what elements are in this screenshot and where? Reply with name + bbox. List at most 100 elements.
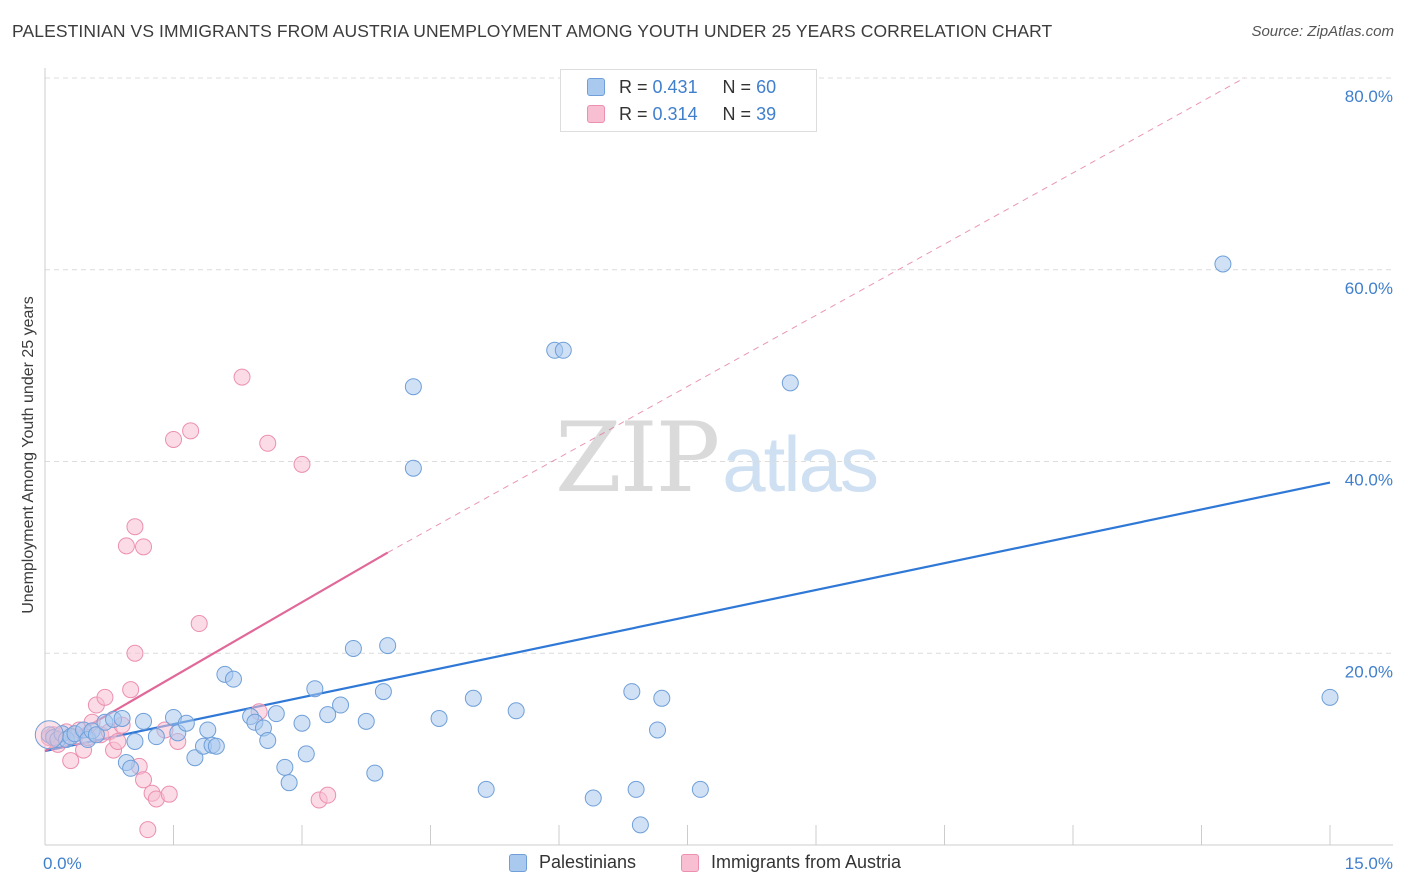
legend-r-label: R =	[619, 76, 648, 97]
legend-n-label: N =	[722, 103, 752, 124]
point-palestinians	[135, 712, 153, 730]
point-palestinians	[507, 702, 525, 720]
point-palestinians	[366, 764, 384, 782]
point-palestinians	[649, 721, 667, 739]
legend-item-austria[interactable]: Immigrants from Austria	[681, 852, 901, 873]
legend-swatch-palestinians	[587, 78, 605, 96]
point-palestinians	[126, 732, 144, 750]
point-austria	[293, 455, 311, 473]
point-austria	[139, 821, 157, 839]
point-palestinians	[627, 780, 645, 798]
point-palestinians	[357, 712, 375, 730]
point-palestinians	[147, 728, 165, 746]
legend-row-palestinians: R = 0.431 N = 60	[587, 76, 776, 98]
point-austria	[182, 422, 200, 440]
point-palestinians	[306, 680, 324, 698]
point-palestinians	[87, 726, 105, 744]
legend-label-austria: Immigrants from Austria	[711, 852, 902, 872]
point-austria	[160, 785, 178, 803]
correlation-legend: R = 0.431 N = 60 R = 0.314 N = 39	[560, 69, 817, 132]
y-tick-label: 40.0%	[1345, 471, 1393, 490]
legend-label-palestinians: Palestinians	[539, 852, 637, 872]
point-palestinians	[297, 745, 315, 763]
point-palestinians	[584, 789, 602, 807]
legend-r-value: 0.314	[652, 103, 698, 124]
point-austria	[126, 644, 144, 662]
point-austria	[319, 786, 337, 804]
legend-swatch-austria	[587, 105, 605, 123]
point-palestinians	[374, 683, 392, 701]
axes	[44, 68, 1393, 846]
point-cluster	[34, 720, 64, 750]
legend-swatch-austria	[681, 853, 699, 872]
point-austria	[233, 368, 251, 386]
point-austria	[135, 771, 153, 789]
point-palestinians	[430, 709, 448, 727]
point-palestinians	[293, 714, 311, 732]
legend-swatch-palestinians	[509, 853, 527, 872]
point-austria	[165, 430, 182, 448]
series-legend: Palestinians Immigrants from Austria	[0, 852, 1406, 876]
point-palestinians	[199, 721, 217, 739]
point-palestinians	[379, 637, 397, 655]
trend-line-austria-extension	[387, 77, 1245, 554]
point-palestinians	[404, 378, 422, 396]
point-austria	[126, 518, 144, 536]
point-palestinians	[186, 749, 204, 767]
point-austria	[62, 752, 80, 770]
point-palestinians	[122, 759, 140, 777]
legend-row-austria: R = 0.314 N = 39	[587, 103, 776, 125]
grid-lines	[45, 77, 1393, 654]
source-credit: Source: ZipAtlas.com	[1251, 23, 1394, 40]
point-austria	[96, 688, 114, 706]
data-points	[34, 255, 1339, 839]
y-tick-label: 20.0%	[1345, 662, 1393, 681]
watermark: ZIPatlas	[555, 402, 879, 514]
point-austria	[190, 615, 208, 633]
point-palestinians	[344, 639, 362, 657]
trend-lines	[44, 77, 1331, 753]
point-palestinians	[319, 706, 337, 724]
point-austria	[259, 434, 277, 452]
point-palestinians	[332, 696, 350, 714]
tick-labels: 20.0% 40.0% 60.0% 80.0% 0.0% 15.0%	[43, 87, 1393, 873]
legend-item-palestinians[interactable]: Palestinians	[509, 852, 636, 873]
point-austria	[122, 681, 140, 699]
point-palestinians	[653, 689, 671, 707]
point-palestinians	[267, 705, 285, 723]
trend-line-palestinians	[44, 481, 1331, 753]
legend-r-value: 0.431	[652, 76, 698, 97]
x-tick-label: 15.0%	[1345, 854, 1393, 873]
watermark-zip: ZIP	[555, 402, 720, 514]
legend-n-value: 60	[756, 76, 777, 97]
point-palestinians	[1321, 688, 1339, 706]
watermark-atlas: atlas	[722, 420, 879, 508]
point-austria	[109, 732, 127, 750]
point-palestinians	[276, 758, 294, 776]
point-palestinians	[691, 780, 709, 798]
point-palestinians	[464, 689, 482, 707]
legend-r-label: R =	[619, 103, 648, 124]
point-palestinians	[177, 714, 195, 732]
point-palestinians	[259, 731, 277, 749]
x-tick-label: 0.0%	[43, 854, 82, 873]
point-palestinians	[113, 709, 131, 727]
point-palestinians	[781, 374, 799, 392]
point-palestinians	[554, 341, 572, 359]
point-palestinians	[623, 683, 641, 701]
y-tick-label: 60.0%	[1345, 279, 1393, 298]
legend-n-label: N =	[722, 76, 752, 97]
y-tick-label: 80.0%	[1345, 87, 1393, 106]
point-austria	[135, 538, 153, 556]
point-austria	[117, 537, 135, 555]
chart-title: PALESTINIAN VS IMMIGRANTS FROM AUSTRIA U…	[12, 21, 1053, 41]
point-palestinians	[404, 459, 422, 477]
point-palestinians	[207, 737, 225, 755]
point-palestinians	[280, 774, 298, 792]
legend-n-value: 39	[756, 103, 777, 124]
point-palestinians	[1214, 255, 1232, 273]
point-palestinians	[477, 780, 495, 798]
point-palestinians	[631, 816, 649, 834]
point-palestinians	[224, 670, 242, 688]
